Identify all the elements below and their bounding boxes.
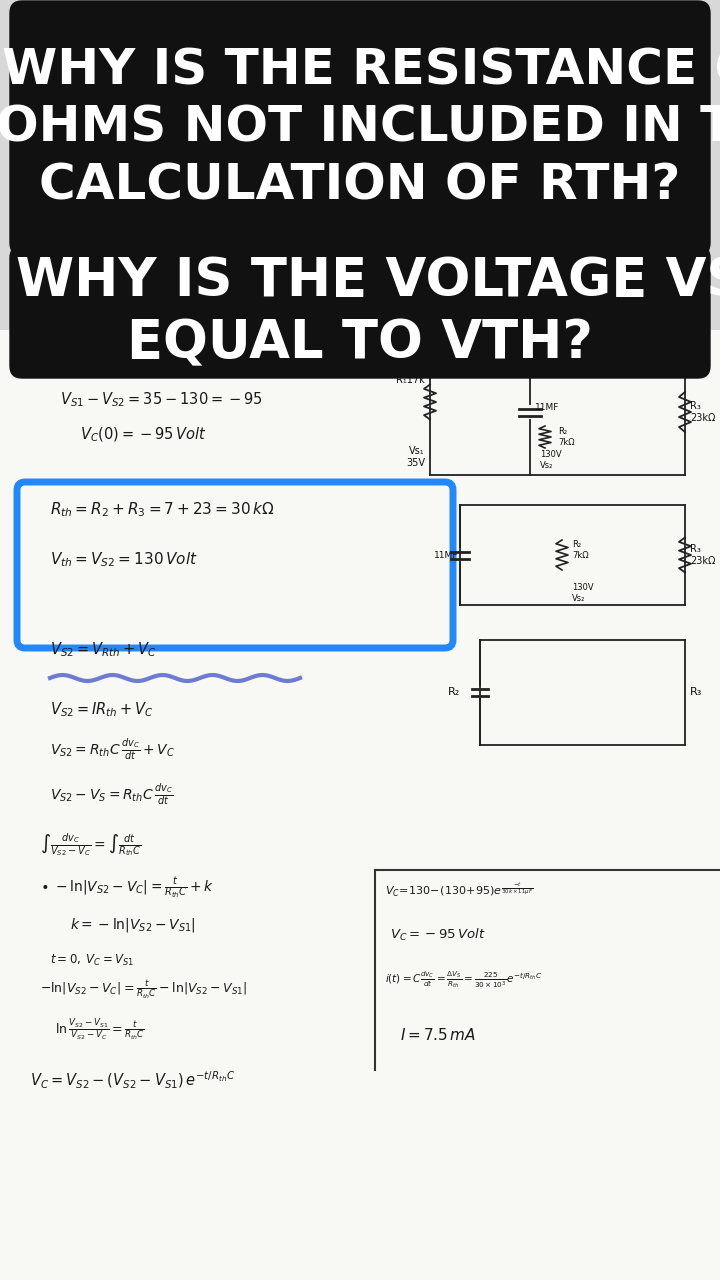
Text: R₂
7kΩ: R₂ 7kΩ xyxy=(572,540,589,559)
Text: $V_C=-95\,Volt$: $V_C=-95\,Volt$ xyxy=(390,927,486,943)
Text: 130V
Vs₂: 130V Vs₂ xyxy=(540,451,562,470)
Text: Vs₁
35V: Vs₁ 35V xyxy=(406,447,425,467)
Text: R₃: R₃ xyxy=(690,687,703,698)
Text: 11MF: 11MF xyxy=(535,402,559,411)
Bar xyxy=(0,0,720,330)
Text: $V_C=V_{S2}-(V_{S2}-V_{S1})\,e^{-t/R_{th}C}$: $V_C=V_{S2}-(V_{S2}-V_{S1})\,e^{-t/R_{th… xyxy=(30,1070,235,1091)
Text: 2- WHY IS THE VOLTAGE VS2
EQUAL TO VTH?: 2- WHY IS THE VOLTAGE VS2 EQUAL TO VTH? xyxy=(0,255,720,369)
Text: $k=-\ln|V_{S2}-V_{S1}|$: $k=-\ln|V_{S2}-V_{S1}|$ xyxy=(70,916,196,934)
Text: $\int\frac{dv_C}{V_{S2}-V_C}=\int\frac{dt}{R_{th}C}$: $\int\frac{dv_C}{V_{S2}-V_C}=\int\frac{d… xyxy=(40,832,141,859)
Text: $\bullet\;-\ln|V_{S2}-V_C|=\frac{t}{R_{th}C}+k$: $\bullet\;-\ln|V_{S2}-V_C|=\frac{t}{R_{t… xyxy=(40,876,215,901)
Bar xyxy=(0,330,720,1280)
Text: $t=0,\;V_C=V_{S1}$: $t=0,\;V_C=V_{S1}$ xyxy=(50,952,134,968)
Text: $-\ln|V_{S2}-V_C|=\frac{t}{R_{th}C}-\ln|V_{S2}-V_{S1}|$: $-\ln|V_{S2}-V_C|=\frac{t}{R_{th}C}-\ln|… xyxy=(40,979,247,1001)
Text: R₂: R₂ xyxy=(448,687,460,698)
Text: 130V
Vs₂: 130V Vs₂ xyxy=(572,584,593,603)
Text: $I=7.5\,mA$: $I=7.5\,mA$ xyxy=(400,1027,476,1043)
Text: t=0: t=0 xyxy=(526,330,544,340)
Text: $V_{S1}-V_{S2}=35-130=-95$: $V_{S1}-V_{S2}=35-130=-95$ xyxy=(60,390,263,410)
FancyBboxPatch shape xyxy=(10,246,710,378)
Text: R₂
7kΩ: R₂ 7kΩ xyxy=(558,428,575,447)
Text: $V_C(0)=-95\,Volt$: $V_C(0)=-95\,Volt$ xyxy=(80,426,207,444)
Text: $\ln\frac{V_{S2}-V_{S1}}{V_{S2}-V_C}=\frac{t}{R_{th}C}$: $\ln\frac{V_{S2}-V_{S1}}{V_{S2}-V_C}=\fr… xyxy=(55,1018,145,1042)
Text: 11MF: 11MF xyxy=(433,550,458,559)
Text: $R_{th}=R_2+R_3=7+23=30\,k\Omega$: $R_{th}=R_2+R_3=7+23=30\,k\Omega$ xyxy=(50,500,274,520)
Text: R₃
23kΩ: R₃ 23kΩ xyxy=(690,401,716,422)
Text: $V_{th}=V_{S2}=130\,Volt$: $V_{th}=V_{S2}=130\,Volt$ xyxy=(50,550,198,570)
Text: $V_{S2}-V_S=R_{th}C\,\frac{dv_C}{dt}$: $V_{S2}-V_S=R_{th}C\,\frac{dv_C}{dt}$ xyxy=(50,782,174,808)
Text: R₃
23kΩ: R₃ 23kΩ xyxy=(690,544,716,566)
Text: $V_{S2}=V_{Rth}+V_C$: $V_{S2}=V_{Rth}+V_C$ xyxy=(50,641,156,659)
Text: $V_C\!=\!130\!-\!(130\!+\!95)e^{\frac{-t}{30k\times11\mu F}}$: $V_C\!=\!130\!-\!(130\!+\!95)e^{\frac{-t… xyxy=(385,882,534,899)
FancyBboxPatch shape xyxy=(10,1,710,255)
Text: $i(t)=C\frac{dv_C}{dt}=\frac{\Delta V_S}{R_{th}}=\frac{225}{30\times10^3}e^{-t/R: $i(t)=C\frac{dv_C}{dt}=\frac{\Delta V_S}… xyxy=(385,969,542,991)
Text: R₁17k: R₁17k xyxy=(396,375,425,385)
Text: $V_{S2}=IR_{th}+V_C$: $V_{S2}=IR_{th}+V_C$ xyxy=(50,700,154,719)
Text: $V_{S2}=R_{th}C\,\frac{dv_C}{dt}+V_C$: $V_{S2}=R_{th}C\,\frac{dv_C}{dt}+V_C$ xyxy=(50,737,175,763)
Text: 1- WHY IS THE RESISTANCE OF
17 OHMS NOT INCLUDED IN THE
CALCULATION OF RTH?: 1- WHY IS THE RESISTANCE OF 17 OHMS NOT … xyxy=(0,46,720,210)
